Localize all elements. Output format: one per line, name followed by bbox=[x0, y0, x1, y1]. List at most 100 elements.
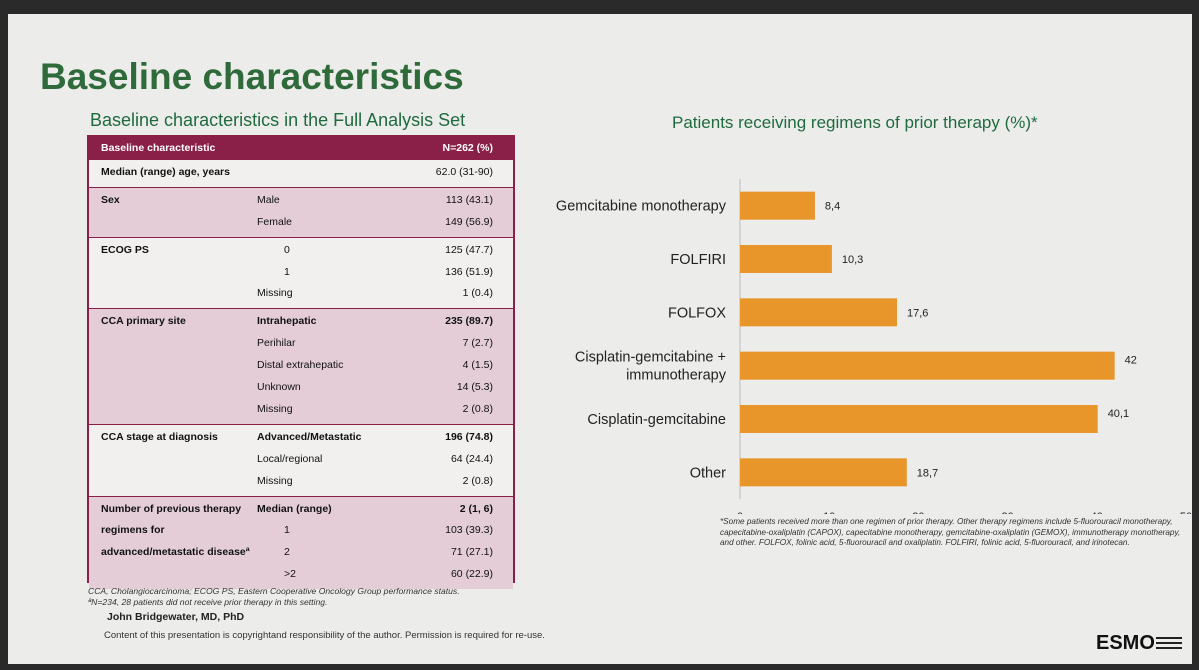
table-subtitle: Baseline characteristics in the Full Ana… bbox=[90, 110, 466, 130]
row-value: 103 (39.3) bbox=[445, 524, 493, 537]
category-label: Cisplatin-gemcitabine bbox=[587, 412, 726, 428]
row-value: 113 (43.1) bbox=[445, 193, 493, 206]
esmo-logo: ESMO bbox=[1096, 632, 1155, 654]
row-value: 125 (47.7) bbox=[445, 243, 493, 256]
table-row: Advanced/Metastatic 196 (74.8) bbox=[89, 431, 513, 447]
row-subcategory: 1 bbox=[284, 265, 290, 278]
table-section: Median (range) age, years 62.0 (31-90) bbox=[89, 159, 513, 187]
row-subcategory: Missing bbox=[257, 474, 293, 487]
table-row: 62.0 (31-90) bbox=[89, 166, 513, 182]
x-tick-label: 10 bbox=[823, 511, 835, 514]
category-label: FOLFOX bbox=[668, 305, 726, 321]
x-tick-label: 40 bbox=[1091, 511, 1103, 514]
row-subcategory: Female bbox=[257, 215, 293, 228]
table-row: 0 125 (47.7) bbox=[89, 244, 513, 260]
table-row: 1 136 (51.9) bbox=[89, 266, 513, 282]
table-row: Missing 2 (0.8) bbox=[89, 403, 513, 419]
table-row: >2 60 (22.9) bbox=[89, 568, 513, 584]
header-n: N=262 (%) bbox=[442, 142, 493, 154]
section-label: Sex bbox=[101, 193, 120, 206]
section-label: Median (range) age, years bbox=[101, 166, 230, 178]
data-label: 40,1 bbox=[1108, 408, 1129, 420]
row-subcategory: Advanced/Metastatic bbox=[257, 430, 362, 443]
row-subcategory: Unknown bbox=[257, 381, 301, 394]
x-tick-label: 50 bbox=[1180, 511, 1192, 514]
row-subcategory: Local/regional bbox=[257, 452, 323, 465]
chart-footnote: *Some patients received more than one re… bbox=[720, 517, 1181, 547]
row-value: 4 (1.5) bbox=[462, 359, 493, 372]
row-subcategory: Intrahepatic bbox=[257, 315, 317, 328]
bar bbox=[740, 245, 832, 273]
author: John Bridgewater, MD, PhD bbox=[107, 611, 245, 623]
table-row: Missing 2 (0.8) bbox=[89, 475, 513, 491]
row-value: 64 (24.4) bbox=[450, 452, 493, 465]
table-section: CCA stage at diagnosis Advanced/Metastati… bbox=[89, 423, 513, 496]
section-label: regimens for bbox=[101, 524, 165, 537]
row-subcategory: >2 bbox=[284, 568, 296, 581]
section-label: Number of previous therapy bbox=[101, 502, 242, 515]
row-value: 2 (0.8) bbox=[462, 402, 493, 415]
row-value: 62.0 (31-90) bbox=[435, 166, 493, 178]
section-label: CCA stage at diagnosis bbox=[101, 430, 218, 443]
row-value: 71 (27.1) bbox=[450, 546, 493, 559]
table-header: Baseline characteristic N=262 (%) bbox=[89, 137, 513, 159]
table-row: Female 149 (56.9) bbox=[89, 216, 513, 232]
data-label: 8,4 bbox=[825, 201, 840, 213]
category-label: Gemcitabine monotherapy bbox=[556, 199, 727, 215]
table-row: Male 113 (43.1) bbox=[89, 194, 513, 210]
table-row: Missing 1 (0.4) bbox=[89, 287, 513, 303]
page-title: Baseline characteristics bbox=[40, 56, 464, 97]
table-footnote-1: CCA, Cholangiocarcinoma; ECOG PS, Easter… bbox=[88, 586, 460, 596]
row-value: 14 (5.3) bbox=[456, 381, 493, 394]
table-row: Distal extrahepatic 4 (1.5) bbox=[89, 359, 513, 375]
row-value: 196 (74.8) bbox=[445, 430, 493, 443]
copyright-notice: Content of this presentation is copyrigh… bbox=[104, 630, 545, 641]
row-subcategory: 1 bbox=[284, 524, 290, 537]
category-label: Cisplatin-gemcitabine + immunotherapy bbox=[575, 350, 727, 384]
slide: Baseline characteristics Baseline charac… bbox=[8, 14, 1192, 664]
header-characteristic: Baseline characteristic bbox=[101, 142, 216, 154]
row-value: 2 (0.8) bbox=[462, 474, 493, 487]
x-tick-label: 20 bbox=[912, 511, 924, 514]
table-row: Unknown 14 (5.3) bbox=[89, 381, 513, 397]
row-subcategory: Perihilar bbox=[257, 337, 296, 350]
table-row: Median (range) 2 (1, 6) bbox=[89, 503, 513, 519]
bar bbox=[740, 191, 815, 220]
row-value: 136 (51.9) bbox=[445, 265, 493, 278]
table-section: Number of previous therapy regimens for ad… bbox=[89, 495, 513, 590]
row-subcategory: 0 bbox=[284, 243, 290, 256]
bar bbox=[740, 298, 897, 327]
row-subcategory: Median (range) bbox=[257, 502, 332, 515]
row-subcategory: Male bbox=[257, 193, 280, 206]
bar bbox=[740, 405, 1098, 433]
data-label: 10,3 bbox=[842, 254, 863, 266]
chart-title: Patients receiving regimens of prior the… bbox=[672, 113, 1038, 132]
table-section: CCA primary site Intrahepatic 235 (89.7) Pe… bbox=[89, 308, 513, 424]
row-value: 235 (89.7) bbox=[445, 315, 493, 328]
table-body: Median (range) age, years 62.0 (31-90) Sex… bbox=[89, 159, 513, 590]
data-label: 42 bbox=[1125, 355, 1137, 367]
table-row: 2 71 (27.1) bbox=[89, 546, 513, 562]
category-label: Other bbox=[690, 465, 726, 481]
baseline-table: Baseline characteristic N=262 (%) Median… bbox=[87, 135, 515, 590]
table-row: 1 103 (39.3) bbox=[89, 524, 513, 540]
row-value: 7 (2.7) bbox=[462, 337, 493, 350]
table-footnote-2: ªN=234, 28 patients did not receive prio… bbox=[88, 597, 328, 607]
row-subcategory: Missing bbox=[257, 402, 293, 415]
table-row: Local/regional 64 (24.4) bbox=[89, 453, 513, 469]
section-label: ECOG PS bbox=[101, 243, 149, 256]
x-tick-label: 30 bbox=[1001, 511, 1013, 514]
row-value: 149 (56.9) bbox=[445, 215, 493, 228]
bar bbox=[740, 458, 907, 487]
bar bbox=[740, 351, 1115, 380]
row-value: 60 (22.9) bbox=[450, 568, 493, 581]
data-label: 18,7 bbox=[917, 467, 938, 479]
row-subcategory: Missing bbox=[257, 287, 293, 300]
row-subcategory: 2 bbox=[284, 546, 290, 559]
row-subcategory: Distal extrahepatic bbox=[257, 359, 344, 372]
table-row: Intrahepatic 235 (89.7) bbox=[89, 315, 513, 331]
row-value: 1 (0.4) bbox=[462, 287, 493, 300]
table-section: Sex Male 113 (43.1) Female 149 (56.9) bbox=[89, 186, 513, 237]
row-value: 2 (1, 6) bbox=[459, 502, 493, 515]
category-label: FOLFIRI bbox=[670, 252, 726, 268]
